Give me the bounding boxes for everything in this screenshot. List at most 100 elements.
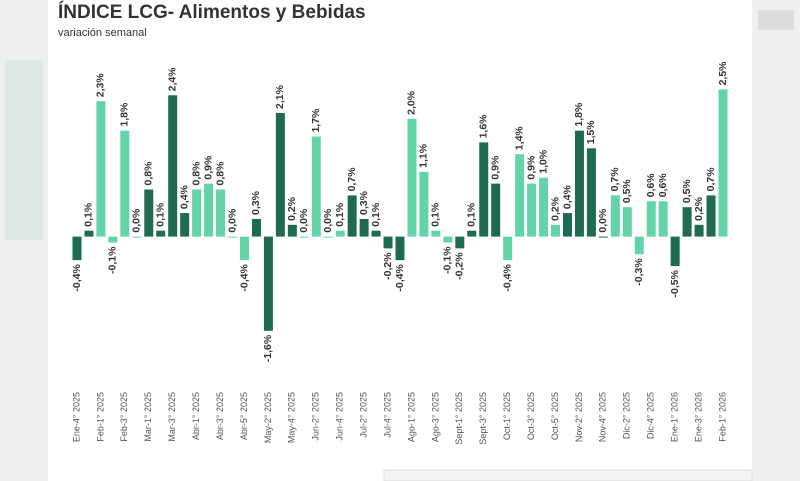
bar (455, 236, 465, 249)
bar (634, 236, 644, 255)
value-label: 0,4% (561, 184, 573, 209)
bar (539, 177, 549, 237)
bar (204, 183, 214, 237)
value-label: 0,7% (346, 167, 358, 192)
bar (431, 230, 441, 237)
value-label: 0,5% (621, 179, 633, 204)
value-label: 0,1% (155, 202, 167, 227)
bar (527, 183, 537, 237)
value-label: -0,4% (501, 263, 513, 291)
x-tick-label: Jul-4° 2025 (382, 392, 392, 438)
bar (120, 130, 130, 237)
value-label: 2,4% (166, 67, 178, 92)
value-label: 0,2% (693, 196, 705, 221)
value-label: -1,6% (262, 334, 274, 362)
bar (108, 236, 118, 243)
x-tick-label: Mar-3° 2025 (167, 392, 177, 442)
bar (263, 236, 273, 331)
x-tick-label: Nov-2° 2025 (574, 392, 584, 442)
bar (156, 230, 166, 237)
value-label: 2,0% (406, 90, 418, 115)
x-tick-label: Abr-5° 2025 (239, 392, 249, 440)
value-label: 0,7% (609, 167, 621, 192)
bar (144, 189, 154, 237)
value-label: -0,2% (454, 252, 466, 280)
x-tick-label: Feb-1° 2026 (717, 392, 727, 442)
value-label: 0,1% (83, 202, 95, 227)
bar (192, 189, 202, 237)
blurred-side (758, 10, 794, 30)
value-label: 0,1% (370, 202, 382, 227)
value-label: 0,2% (549, 196, 561, 221)
bar (347, 195, 357, 237)
bar (562, 213, 572, 237)
value-label: -0,4% (238, 263, 250, 291)
x-tick-label: Feb-1° 2025 (95, 392, 105, 442)
chart-subtitle: variación semanal (58, 27, 147, 39)
x-tick-label: Nov-4° 2025 (598, 392, 608, 442)
bar (323, 236, 333, 238)
x-tick-label: Sept-3° 2025 (478, 392, 488, 445)
bar (646, 201, 656, 237)
chart-title: ÍNDICE LCG- Alimentos y Bebidas (58, 1, 366, 23)
bar (419, 171, 429, 237)
value-label: 0,0% (597, 208, 609, 233)
bar (610, 195, 620, 237)
x-tick-label: Ene-1° 2026 (670, 392, 680, 442)
bar (180, 213, 190, 237)
value-label: 1,7% (310, 108, 322, 133)
bar (168, 95, 178, 237)
value-label: 0,6% (657, 173, 669, 198)
value-label: 2,5% (717, 61, 729, 86)
x-tick-label: Oct-1° 2025 (502, 392, 512, 440)
value-label: -0,1% (107, 246, 119, 274)
bar (694, 224, 704, 237)
blurred-side (5, 60, 43, 240)
value-label: -0,3% (633, 258, 645, 286)
x-tick-label: Abr-1° 2025 (191, 392, 201, 440)
x-tick-label: May-2° 2025 (263, 392, 273, 443)
x-tick-label: Dic-4° 2025 (646, 392, 656, 439)
bar (216, 189, 226, 237)
value-label: 0,0% (226, 208, 238, 233)
bar (467, 230, 477, 237)
value-label: -0,4% (71, 263, 83, 291)
bar (598, 236, 608, 238)
value-label: 0,0% (131, 208, 143, 233)
card-edge (383, 469, 753, 481)
value-label: -0,4% (394, 263, 406, 291)
x-tick-label: May-4° 2025 (287, 392, 297, 443)
x-tick-label: Dic-2° 2025 (622, 392, 632, 439)
x-tick-label: Ene-3° 2026 (693, 392, 703, 442)
x-tick-label: Jun-2° 2025 (311, 392, 321, 441)
x-tick-label: Feb-3° 2025 (119, 392, 129, 442)
bar (72, 236, 82, 261)
x-tick-label: Sept-1° 2025 (454, 392, 464, 445)
bar (275, 112, 285, 237)
bar (491, 183, 501, 237)
bar (706, 195, 716, 237)
value-label: 2,1% (274, 84, 286, 109)
value-label: 0,0% (322, 208, 334, 233)
bar (479, 142, 489, 237)
bar (299, 236, 309, 238)
bar (287, 224, 297, 237)
x-tick-label: Ago-1° 2025 (406, 392, 416, 442)
bar (551, 224, 561, 237)
bar (359, 218, 369, 237)
bar (407, 118, 417, 237)
value-label: 0,7% (705, 167, 717, 192)
value-label: 0,0% (298, 208, 310, 233)
value-label: 1,6% (478, 114, 490, 139)
value-label: 1,5% (585, 120, 597, 145)
x-tick-label: Oct-5° 2025 (550, 392, 560, 440)
bar (622, 207, 632, 237)
blurred-side (752, 0, 800, 481)
bar (443, 236, 453, 243)
bar (670, 236, 680, 267)
value-label: 0,9% (525, 155, 537, 180)
bar (251, 218, 261, 237)
bar (96, 101, 106, 237)
value-label: 0,5% (681, 179, 693, 204)
